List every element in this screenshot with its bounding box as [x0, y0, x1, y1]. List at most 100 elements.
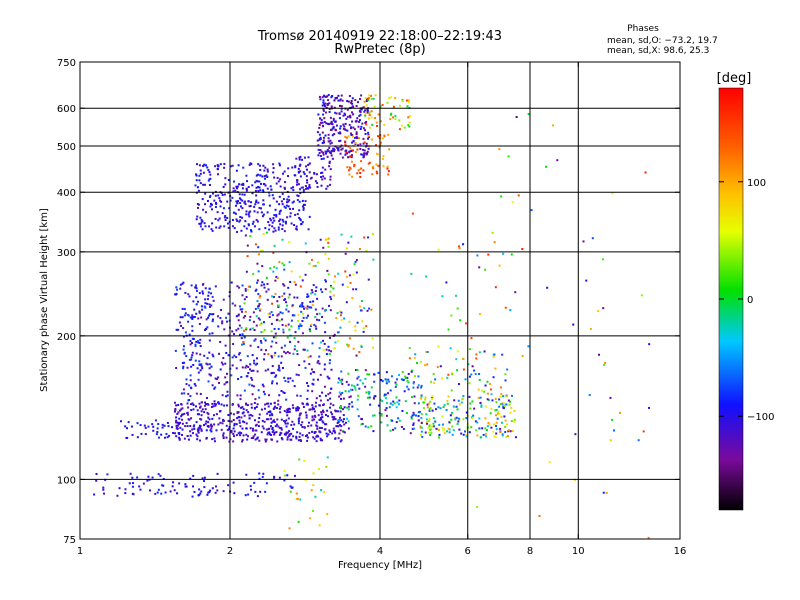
- data-point: [353, 128, 356, 131]
- data-point: [338, 419, 341, 422]
- data-point: [611, 192, 614, 195]
- data-point: [186, 413, 189, 416]
- data-point: [214, 194, 217, 197]
- data-point: [289, 438, 292, 441]
- data-point: [276, 318, 279, 321]
- data-point: [206, 493, 209, 496]
- data-point: [420, 395, 423, 398]
- data-point: [156, 431, 159, 434]
- data-point: [302, 405, 305, 408]
- data-point: [509, 309, 512, 312]
- data-point: [294, 213, 297, 216]
- data-point: [345, 151, 348, 154]
- data-point: [242, 341, 245, 344]
- data-point: [232, 343, 235, 346]
- data-point: [435, 427, 438, 430]
- data-point: [277, 226, 280, 229]
- data-point: [273, 406, 276, 409]
- data-point: [352, 288, 355, 291]
- data-point: [249, 210, 252, 213]
- data-point: [455, 358, 458, 361]
- data-point: [241, 187, 244, 190]
- data-point: [188, 333, 191, 336]
- data-point: [321, 166, 324, 169]
- data-point: [357, 125, 360, 128]
- data-point: [447, 427, 450, 430]
- data-point: [338, 416, 341, 419]
- data-point: [424, 431, 427, 434]
- data-point: [457, 383, 460, 386]
- data-point: [224, 219, 227, 222]
- data-point: [298, 188, 301, 191]
- data-point: [478, 417, 481, 420]
- data-point: [239, 359, 242, 362]
- data-point: [268, 224, 271, 227]
- data-point: [259, 189, 262, 192]
- data-point: [287, 205, 290, 208]
- data-point: [504, 379, 507, 382]
- data-point: [206, 302, 209, 305]
- data-point: [212, 414, 215, 417]
- data-point: [244, 494, 247, 497]
- data-point: [401, 98, 404, 101]
- data-point: [210, 202, 213, 205]
- data-point: [344, 390, 347, 393]
- data-point: [276, 276, 279, 279]
- data-point: [260, 348, 263, 351]
- data-point: [244, 220, 247, 223]
- data-point: [201, 228, 204, 231]
- data-point: [328, 336, 331, 339]
- data-point: [191, 354, 194, 357]
- data-point: [282, 198, 285, 201]
- data-point: [193, 490, 196, 493]
- data-point: [470, 426, 473, 429]
- data-point: [257, 421, 260, 424]
- data-point: [274, 375, 277, 378]
- data-point: [255, 179, 258, 182]
- data-point: [306, 439, 309, 442]
- data-point: [468, 395, 471, 398]
- data-point: [265, 482, 268, 485]
- data-point: [333, 133, 336, 136]
- data-point: [183, 361, 186, 364]
- data-point: [324, 238, 327, 241]
- data-point: [254, 243, 257, 246]
- data-point: [374, 117, 377, 120]
- data-point: [368, 161, 371, 164]
- data-point: [502, 395, 505, 398]
- data-point: [272, 429, 275, 432]
- data-point: [178, 482, 181, 485]
- data-point: [178, 417, 181, 420]
- data-point: [237, 200, 240, 203]
- data-point: [344, 421, 347, 424]
- data-point: [323, 321, 326, 324]
- data-point: [131, 485, 134, 488]
- data-point: [264, 403, 267, 406]
- data-point: [356, 101, 359, 104]
- data-point: [328, 353, 331, 356]
- data-point: [268, 316, 271, 319]
- data-point: [275, 341, 278, 344]
- data-point: [173, 401, 176, 404]
- data-point: [198, 222, 201, 225]
- data-point: [189, 343, 192, 346]
- data-point: [318, 355, 321, 358]
- data-point: [342, 418, 345, 421]
- data-point: [359, 172, 362, 175]
- data-point: [219, 409, 222, 412]
- data-point: [208, 171, 211, 174]
- data-point: [318, 319, 321, 322]
- data-point: [327, 393, 330, 396]
- data-point: [202, 171, 205, 174]
- data-point: [425, 418, 428, 421]
- data-point: [263, 420, 266, 423]
- data-point: [307, 295, 310, 298]
- data-point: [262, 199, 265, 202]
- data-point: [139, 424, 142, 427]
- data-point: [486, 425, 489, 428]
- data-point: [377, 135, 380, 138]
- data-point: [426, 351, 429, 354]
- data-point: [281, 438, 284, 441]
- data-point: [366, 98, 369, 101]
- data-point: [207, 316, 210, 319]
